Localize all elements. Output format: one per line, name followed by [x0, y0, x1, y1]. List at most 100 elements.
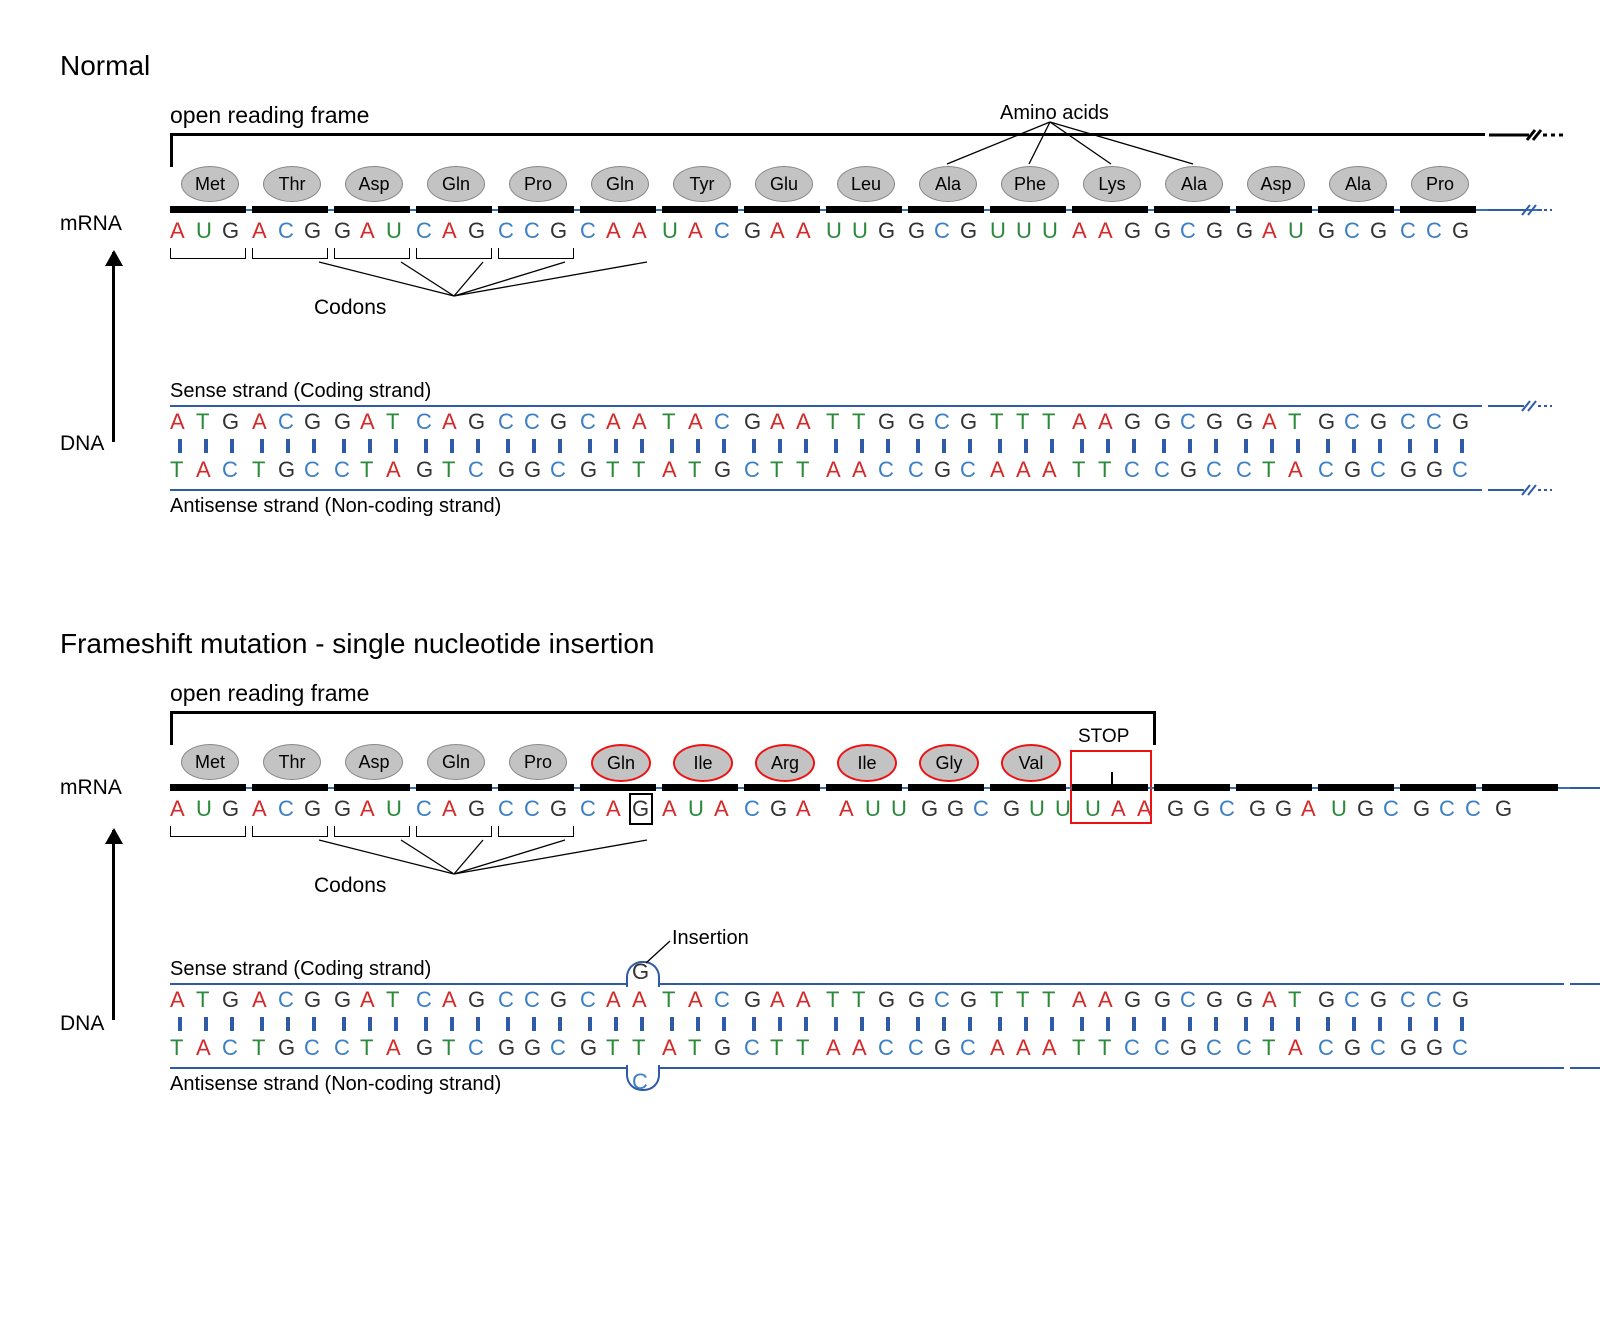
nucleotide: C	[498, 218, 514, 244]
nucleotide: C	[580, 409, 596, 435]
amino-acid: Ala	[1165, 166, 1223, 202]
nucleotide: G	[468, 218, 485, 244]
nucleotide: G	[934, 457, 951, 483]
nucleotide: C	[714, 218, 730, 244]
panel-1: Frameshift mutation - single nucleotide …	[60, 628, 1540, 1096]
nucleotide: A	[1111, 796, 1126, 822]
nucleotide: G	[960, 409, 977, 435]
nucleotide: T	[606, 457, 619, 483]
nucleotide: C	[498, 409, 514, 435]
nucleotide: T	[1098, 457, 1111, 483]
panel-title: Frameshift mutation - single nucleotide …	[60, 628, 1540, 660]
nucleotide: U	[1029, 796, 1045, 822]
antisense-strand-label: Antisense strand (Non-coding strand)	[170, 495, 1540, 518]
nucleotide: C	[1439, 796, 1455, 822]
sense-strand-label: Sense strand (Coding strand)	[170, 380, 1540, 403]
nucleotide: C	[278, 409, 294, 435]
nucleotide: C	[1452, 457, 1468, 483]
nucleotide: C	[1344, 218, 1360, 244]
nucleotide: U	[826, 218, 842, 244]
nucleotide: G	[1206, 218, 1223, 244]
nucleotide: U	[891, 796, 907, 822]
nucleotide: C	[1383, 796, 1399, 822]
nucleotide: C	[1180, 409, 1196, 435]
nucleotide: A	[852, 457, 867, 483]
amino-acid: Val	[1001, 744, 1061, 782]
nucleotide: U	[1055, 796, 1071, 822]
nucleotide: A	[1262, 218, 1277, 244]
nucleotide: A	[990, 457, 1005, 483]
nucleotide: G	[1413, 796, 1430, 822]
nucleotide: C	[1400, 409, 1416, 435]
nucleotide: T	[360, 457, 373, 483]
nucleotide: G	[1193, 796, 1210, 822]
nucleotide: U	[386, 218, 402, 244]
amino-acid: Gln	[427, 744, 485, 780]
nucleotide: U	[990, 218, 1006, 244]
nucleotide: C	[222, 457, 238, 483]
stop-label: STOP	[1078, 726, 1129, 748]
mrna-sequence: AUGACGGAUCAGCCGCAAUACGAAUUGGCGUUUAAGGCGG…	[170, 218, 1482, 248]
nucleotide: A	[632, 218, 647, 244]
amino-acid: Asp	[345, 166, 403, 202]
amino-acid: Arg	[755, 744, 815, 782]
nucleotide: T	[632, 457, 645, 483]
antisense-sequence: TACTGCCTAGTCGGCGTTATGCTTAACCGCAAATTCCGCC…	[170, 1035, 1564, 1065]
nucleotide: C	[1426, 218, 1442, 244]
nucleotide: C	[1370, 457, 1386, 483]
nucleotide: G	[334, 796, 351, 822]
nucleotide: G	[550, 218, 567, 244]
codon-brackets	[170, 248, 1482, 262]
nucleotide: C	[1206, 457, 1222, 483]
nucleotide: C	[278, 796, 294, 822]
nucleotide: G	[1249, 796, 1266, 822]
nucleotide: G	[222, 409, 239, 435]
nucleotide: G	[1236, 409, 1253, 435]
nucleotide: C	[278, 218, 294, 244]
dna-block: Sense strand (Coding strand)ATGACGGATCAG…	[170, 380, 1540, 518]
nucleotide: T	[662, 409, 675, 435]
nucleotide: G	[947, 796, 964, 822]
nucleotide: G	[1275, 796, 1292, 822]
nucleotide: C	[960, 457, 976, 483]
nucleotide: A	[826, 457, 841, 483]
nucleotide: T	[386, 409, 399, 435]
amino-acid: Ala	[1329, 166, 1387, 202]
amino-acid: Tyr	[673, 166, 731, 202]
codon-brackets	[170, 826, 1564, 840]
nucleotide: C	[908, 457, 924, 483]
nucleotide: A	[1098, 409, 1113, 435]
nucleotide: G	[334, 218, 351, 244]
nucleotide: C	[580, 218, 596, 244]
nucleotide: A	[1098, 218, 1113, 244]
amino-acid: Lys	[1083, 166, 1141, 202]
nucleotide: G	[770, 796, 787, 822]
nucleotide: C	[744, 457, 760, 483]
nucleotide: A	[1072, 409, 1087, 435]
nucleotide: G	[1495, 796, 1512, 822]
panel-0: Normalopen reading frameMetThrAspGlnProG…	[60, 50, 1540, 518]
nucleotide: G	[1370, 218, 1387, 244]
nucleotide: G	[550, 409, 567, 435]
nucleotide: A	[688, 218, 703, 244]
nucleotide: A	[1072, 218, 1087, 244]
nucleotide: A	[442, 218, 457, 244]
diagram-stage: open reading frameMetThrAspGlnProGlnTyrG…	[60, 102, 1540, 518]
nucleotide: T	[196, 409, 209, 435]
nucleotide: G	[468, 409, 485, 435]
nucleotide: G	[1357, 796, 1374, 822]
amino-acid-row: MetThrAspGlnProGlnTyrGluLeuAlaPheLysAlaA…	[170, 166, 1482, 206]
amino-acid: Pro	[509, 744, 567, 780]
nucleotide: U	[1085, 796, 1101, 822]
amino-acid: Thr	[263, 744, 321, 780]
amino-acid: Ile	[673, 744, 733, 782]
amino-acid: Asp	[345, 744, 403, 780]
nucleotide: G	[222, 796, 239, 822]
nucleotide: T	[1016, 409, 1029, 435]
transcription-arrow	[112, 252, 115, 442]
nucleotide: T	[826, 409, 839, 435]
amino-acid: Met	[181, 744, 239, 780]
nucleotide: G	[1154, 218, 1171, 244]
nucleotide: A	[170, 409, 185, 435]
nucleotide: C	[498, 796, 514, 822]
